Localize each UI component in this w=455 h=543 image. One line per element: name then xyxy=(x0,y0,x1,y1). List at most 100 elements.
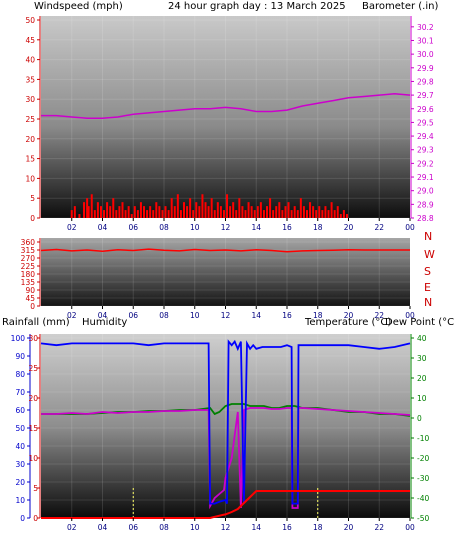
humidity-ylabel: 0 xyxy=(20,514,25,523)
wind-bar xyxy=(87,206,90,218)
dewpoint-label: Dew Point (°C) xyxy=(385,317,455,328)
direction-xlabel-04: 04 xyxy=(98,311,108,320)
wind-bar xyxy=(204,202,207,218)
humidity-ylabel: 60 xyxy=(15,406,25,415)
wind-bar xyxy=(278,202,281,218)
temperature-ylabel: -50 xyxy=(417,514,429,523)
wind-bar xyxy=(121,202,124,218)
direction-xlabel-22: 22 xyxy=(374,311,384,320)
rain-ylabel: 25 xyxy=(28,364,38,373)
temperature-ylabel: 20 xyxy=(417,374,427,383)
wind-bar xyxy=(342,210,345,218)
wind-bar xyxy=(109,206,112,218)
wind-xlabel-16: 16 xyxy=(282,223,292,232)
wind-bar xyxy=(318,206,321,218)
wind-bar xyxy=(96,202,99,218)
wind-bar xyxy=(179,210,182,218)
barometer-ylabel: 29.2 xyxy=(417,159,434,168)
rainfall-label: Rainfall (mm) xyxy=(2,317,70,328)
rain-xlabel-04: 04 xyxy=(98,523,108,532)
wind-bar xyxy=(281,210,284,218)
wind-bar xyxy=(70,210,73,218)
direction-xlabel-14: 14 xyxy=(251,311,261,320)
wind-xlabel-20: 20 xyxy=(344,223,354,232)
wind-bar xyxy=(219,206,222,218)
wind-bar xyxy=(173,206,176,218)
wind-ylabel: 0 xyxy=(30,214,35,223)
wind-bar xyxy=(296,210,299,218)
temperature-ylabel: 10 xyxy=(417,394,427,403)
wind-bar xyxy=(312,206,315,218)
direction-ylabel: 360 xyxy=(21,238,36,247)
wind-xlabel-18: 18 xyxy=(313,223,323,232)
wind-bar xyxy=(136,210,139,218)
barometer-ylabel: 29.4 xyxy=(417,132,434,141)
wind-bar xyxy=(146,210,149,218)
wind-bar xyxy=(149,206,152,218)
wind-bar xyxy=(302,206,305,218)
wind-bar xyxy=(299,198,302,218)
wind-bar xyxy=(83,202,86,218)
wind-bar xyxy=(167,210,170,218)
direction-ylabel: 270 xyxy=(21,254,36,263)
wind-xlabel-04: 04 xyxy=(98,223,108,232)
wind-ylabel: 25 xyxy=(25,115,35,124)
wind-direction-line xyxy=(40,248,410,253)
wind-xlabel-22: 22 xyxy=(374,223,384,232)
wind-bar xyxy=(155,202,158,218)
humidity-ylabel: 30 xyxy=(15,460,25,469)
temperature-ylabel: -40 xyxy=(417,494,429,503)
wind-bar xyxy=(262,210,265,218)
humidity-label: Humidity xyxy=(82,317,127,328)
temperature-ylabel: 0 xyxy=(417,414,422,423)
wind-bar xyxy=(259,202,262,218)
barometer-ylabel: 29.0 xyxy=(417,187,434,196)
wind-bar xyxy=(139,202,142,218)
direction-xlabel-08: 08 xyxy=(159,311,169,320)
compass-label-n: N xyxy=(424,230,432,243)
rain-xlabel-16: 16 xyxy=(282,523,292,532)
barometer-ylabel: 29.1 xyxy=(417,173,434,182)
direction-ylabel: 90 xyxy=(25,286,35,295)
wind-bar xyxy=(133,206,136,218)
wind-bar xyxy=(309,202,312,218)
wind-ylabel: 45 xyxy=(25,36,35,45)
wind-bar xyxy=(247,202,250,218)
wind-barometer-plot xyxy=(41,16,410,218)
rain-xlabel-12: 12 xyxy=(221,523,231,532)
direction-ylabel: 180 xyxy=(21,270,36,279)
temperature-ylabel: -30 xyxy=(417,474,429,483)
humidity-ylabel: 10 xyxy=(15,496,25,505)
wind-ylabel: 5 xyxy=(30,194,35,203)
wind-bar xyxy=(103,210,106,218)
rain-xlabel-10: 10 xyxy=(190,523,200,532)
wind-bar xyxy=(201,194,204,218)
wind-bar xyxy=(90,194,93,218)
wind-bar xyxy=(345,214,348,218)
compass-label-n: N xyxy=(424,296,432,309)
humidity-ylabel: 100 xyxy=(11,334,26,343)
wind-bar xyxy=(269,198,272,218)
wind-bar xyxy=(182,202,185,218)
wind-bar xyxy=(170,198,173,218)
wind-bar xyxy=(86,198,89,218)
wind-bar xyxy=(115,210,118,218)
wind-bar xyxy=(226,194,229,218)
rain-xlabel-14: 14 xyxy=(251,523,261,532)
compass-label-w: W xyxy=(424,248,435,261)
wind-bar xyxy=(207,206,210,218)
barometer-ylabel: 28.8 xyxy=(417,214,434,223)
wind-bar xyxy=(253,210,256,218)
humidity-ylabel: 20 xyxy=(15,478,25,487)
wind-bar xyxy=(130,214,133,218)
barometer-ylabel: 29.5 xyxy=(417,118,434,127)
wind-bar xyxy=(272,210,275,218)
wind-bar xyxy=(216,202,219,218)
wind-bar xyxy=(305,210,308,218)
wind-bar xyxy=(266,206,269,218)
humidity-ylabel: 40 xyxy=(15,442,25,451)
rain-xlabel-06: 06 xyxy=(128,523,138,532)
wind-ylabel: 15 xyxy=(25,155,35,164)
wind-bar xyxy=(213,210,216,218)
